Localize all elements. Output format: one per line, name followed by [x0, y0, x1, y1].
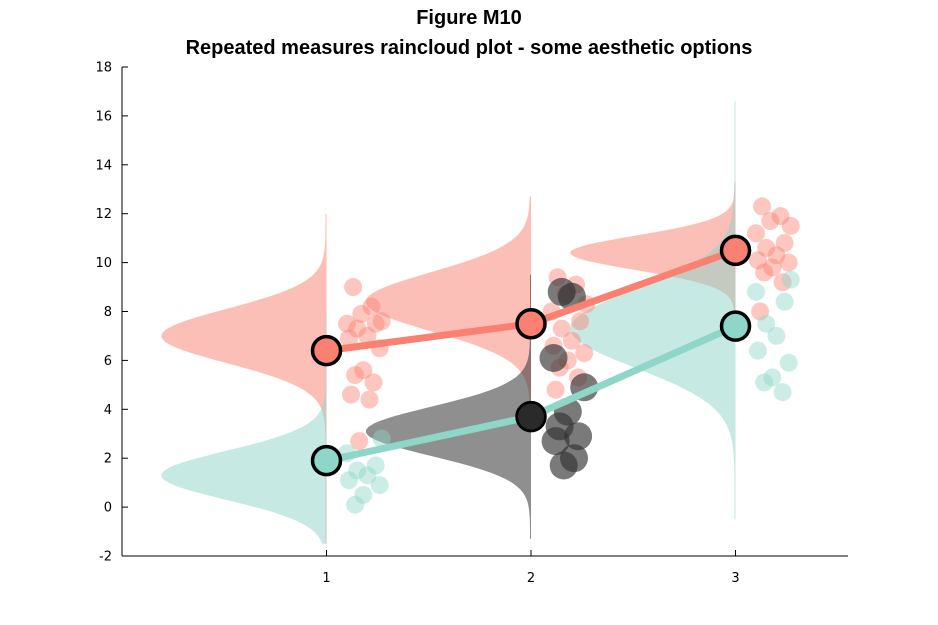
- rain-point-salmon-2: [562, 331, 581, 350]
- mean-marker-salmon-2: [515, 307, 547, 340]
- rain-point-teal-1: [354, 485, 373, 504]
- mean-marker-salmon-1: [310, 334, 343, 367]
- y-tick-label: 10: [95, 256, 112, 271]
- rain-point-teal-3: [749, 341, 767, 360]
- cloud-salmon-3: [570, 181, 736, 332]
- rain-point-salmon-1: [346, 366, 365, 385]
- rain-point-salmon-3: [779, 253, 798, 272]
- chart-subtitle: Repeated measures raincloud plot - some …: [185, 37, 753, 59]
- y-tick-label: 4: [104, 403, 112, 418]
- y-tick-label: 8: [104, 305, 112, 320]
- rain-point-salmon-1: [354, 361, 373, 380]
- rain-point-teal-1: [358, 466, 377, 485]
- rain-point-salmon-3: [773, 273, 792, 292]
- chart-title: Figure M10: [416, 7, 522, 29]
- rain-point-salmon-3: [781, 216, 800, 235]
- rain-point-salmon-1: [366, 314, 385, 333]
- rain-point-teal-1: [346, 495, 365, 514]
- y-tick-label: 18: [95, 61, 112, 76]
- rain-point-salmon-1: [372, 312, 391, 331]
- rain-point-teal-3: [779, 353, 798, 372]
- rain-point-salmon-3: [763, 258, 782, 277]
- y-tick-label: 0: [104, 501, 112, 516]
- y-tick-label: 2: [104, 452, 112, 467]
- rain-point-teal-3: [781, 270, 800, 289]
- rain-point-salmon-2: [552, 319, 571, 338]
- rain-point-teal-3: [747, 282, 765, 301]
- rain-point-salmon-1: [340, 329, 358, 348]
- cloud-dark-2: [365, 274, 532, 539]
- mean-marker-teal-3: [719, 310, 752, 342]
- clouds-layer: [161, 101, 736, 544]
- rain-point-salmon-3: [749, 251, 767, 270]
- rain-point-salmon-1: [338, 314, 356, 333]
- rain-point-teal-1: [340, 471, 358, 490]
- rain-point-salmon-1: [362, 297, 381, 316]
- rain-point-teal-1: [366, 456, 385, 475]
- rain-point-salmon-2: [546, 380, 565, 399]
- rain-point-salmon-1: [344, 278, 363, 296]
- rain-point-salmon-1: [352, 304, 371, 323]
- rain-point-salmon-3: [767, 246, 786, 265]
- x-tick-label: 2: [527, 571, 535, 586]
- mean-markers-layer: [310, 234, 752, 477]
- rain-point-salmon-1: [348, 319, 367, 338]
- y-tick-label: 16: [95, 109, 112, 124]
- rain-point-teal-3: [763, 368, 782, 387]
- rain-point-teal-3: [767, 326, 786, 345]
- cloud-teal-3: [570, 101, 736, 520]
- rain-point-salmon-3: [751, 302, 770, 321]
- rain-point-teal-1: [348, 461, 367, 480]
- rain-point-salmon-1: [364, 373, 383, 392]
- mean-marker-teal-1: [310, 444, 343, 477]
- mean-marker-salmon-3: [719, 234, 752, 267]
- x-tick-label: 3: [731, 571, 739, 586]
- rain-point-salmon-1: [342, 385, 360, 404]
- rain-point-salmon-3: [771, 207, 790, 226]
- rain-point-salmon-3: [755, 263, 774, 282]
- rain-point-salmon-1: [360, 390, 379, 409]
- rain-point-salmon-3: [747, 224, 765, 243]
- rain-point-salmon-3: [761, 212, 780, 230]
- cloud-teal-1: [161, 311, 327, 544]
- y-tick-label: 14: [95, 158, 112, 173]
- rain-point-teal-3: [757, 314, 776, 333]
- y-tick-label: -2: [99, 550, 112, 565]
- rain-point-salmon-1: [350, 432, 369, 451]
- rain-point-dark-2: [539, 344, 568, 372]
- rain-point-teal-3: [775, 292, 794, 311]
- mean-marker-dark-2: [518, 403, 545, 430]
- x-tick-label: 1: [322, 571, 330, 586]
- y-tick-label: 6: [104, 354, 112, 369]
- rain-point-dark-2: [549, 451, 578, 480]
- rain-point-teal-3: [773, 383, 792, 402]
- rain-point-salmon-3: [757, 238, 776, 257]
- rain-point-salmon-2: [571, 312, 590, 331]
- rain-layer: [338, 197, 800, 514]
- rain-point-salmon-3: [753, 197, 772, 216]
- rain-point-salmon-1: [358, 326, 377, 345]
- rain-point-dark-2: [564, 422, 593, 451]
- y-tick-label: 12: [95, 207, 112, 222]
- rain-point-salmon-2: [575, 344, 594, 363]
- cloud-salmon-2: [365, 196, 532, 405]
- cloud-salmon-1: [161, 213, 327, 544]
- rain-point-teal-1: [370, 476, 389, 495]
- rain-point-dark-2: [541, 427, 570, 456]
- rain-point-teal-3: [755, 373, 774, 392]
- rain-point-salmon-3: [775, 234, 794, 252]
- rain-point-teal-1: [372, 429, 391, 448]
